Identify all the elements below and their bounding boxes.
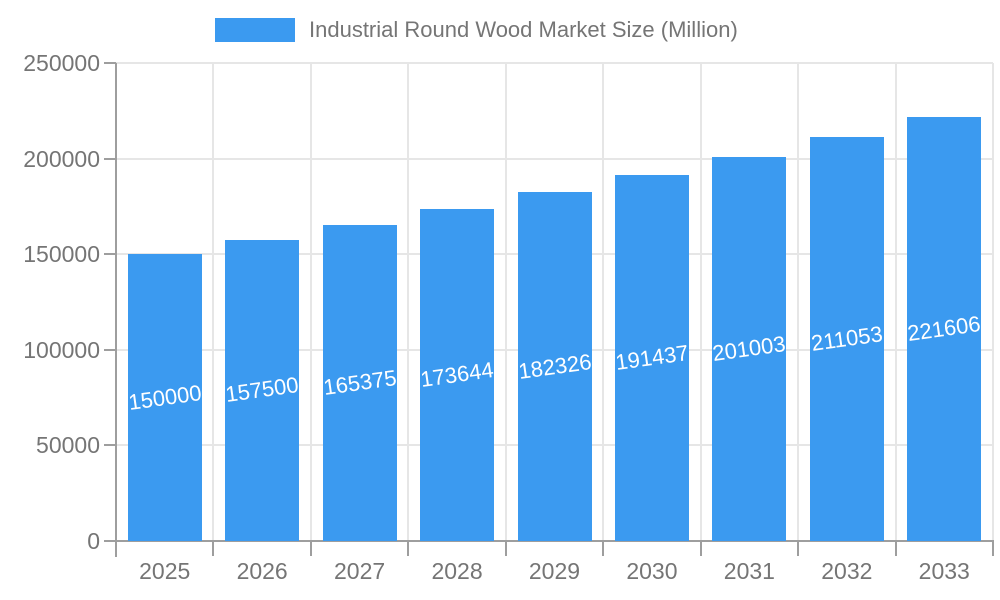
gridline-vertical <box>992 63 994 541</box>
x-axis-label: 2032 <box>821 558 873 584</box>
bar-value-label: 150000 <box>126 379 203 415</box>
x-axis-tick <box>504 541 507 556</box>
y-axis-tick <box>104 62 116 64</box>
y-axis-label: 100000 <box>23 336 100 363</box>
x-axis-label: 2033 <box>918 558 970 584</box>
y-axis-tick <box>104 253 116 256</box>
gridline-vertical <box>504 63 507 541</box>
bar: 191437 <box>613 174 690 541</box>
bar-value-label: 165375 <box>321 364 398 400</box>
x-axis-label: 2029 <box>528 558 581 584</box>
x-axis-line <box>115 540 994 542</box>
y-axis-tick <box>104 348 116 351</box>
x-axis-label: 2030 <box>626 558 678 584</box>
gridline-horizontal <box>116 157 993 160</box>
x-axis-tick <box>894 541 897 556</box>
gridline-vertical <box>602 63 605 541</box>
gridline-vertical <box>309 63 312 541</box>
bar: 182326 <box>516 192 593 541</box>
bar: 165375 <box>321 224 398 541</box>
x-axis-tick <box>602 541 605 556</box>
x-axis-tick <box>992 541 994 556</box>
x-axis-label: 2031 <box>723 558 775 584</box>
x-axis-label: 2028 <box>431 558 483 584</box>
legend-label: Industrial Round Wood Market Size (Milli… <box>309 17 738 42</box>
x-axis-label: 2025 <box>139 558 191 584</box>
y-axis-tick <box>104 540 116 542</box>
y-axis-line <box>115 63 117 557</box>
bar: 173644 <box>418 208 496 541</box>
bar: 157500 <box>223 239 301 541</box>
y-axis-label: 0 <box>87 528 100 554</box>
y-axis-label: 200000 <box>23 145 100 172</box>
y-axis-label: 50000 <box>36 432 100 459</box>
bar-value-label: 221606 <box>906 311 983 347</box>
gridline-vertical <box>407 63 410 541</box>
gridline-vertical <box>699 63 702 541</box>
x-axis-label: 2026 <box>236 558 288 584</box>
y-axis-tick <box>104 444 116 447</box>
legend-swatch <box>215 18 295 42</box>
bar-value-label: 182326 <box>516 348 593 384</box>
bar-value-label: 201003 <box>711 330 788 366</box>
bar-value-label: 157500 <box>223 372 301 408</box>
gridline-vertical <box>797 63 800 541</box>
gridline-vertical <box>894 63 897 541</box>
bar-value-label: 191437 <box>613 339 690 375</box>
gridline-horizontal <box>116 62 993 64</box>
bar: 221606 <box>906 117 983 541</box>
bar: 211053 <box>809 137 885 541</box>
x-axis-tick <box>699 541 702 556</box>
x-axis-tick <box>797 541 800 556</box>
x-axis-label: 2027 <box>334 558 386 584</box>
y-axis-label: 150000 <box>23 241 100 268</box>
x-axis-tick <box>212 541 215 556</box>
bar-value-label: 173644 <box>418 357 496 392</box>
bar: 150000 <box>126 254 203 541</box>
legend-item[interactable]: Industrial Round Wood Market Size (Milli… <box>215 17 738 43</box>
y-axis-label: 250000 <box>23 50 100 76</box>
gridline-vertical <box>212 63 215 541</box>
x-axis-tick <box>309 541 312 556</box>
bar: 201003 <box>711 156 788 541</box>
y-axis-tick <box>104 157 116 160</box>
bar-value-label: 211053 <box>809 321 885 357</box>
x-axis-tick <box>407 541 410 556</box>
